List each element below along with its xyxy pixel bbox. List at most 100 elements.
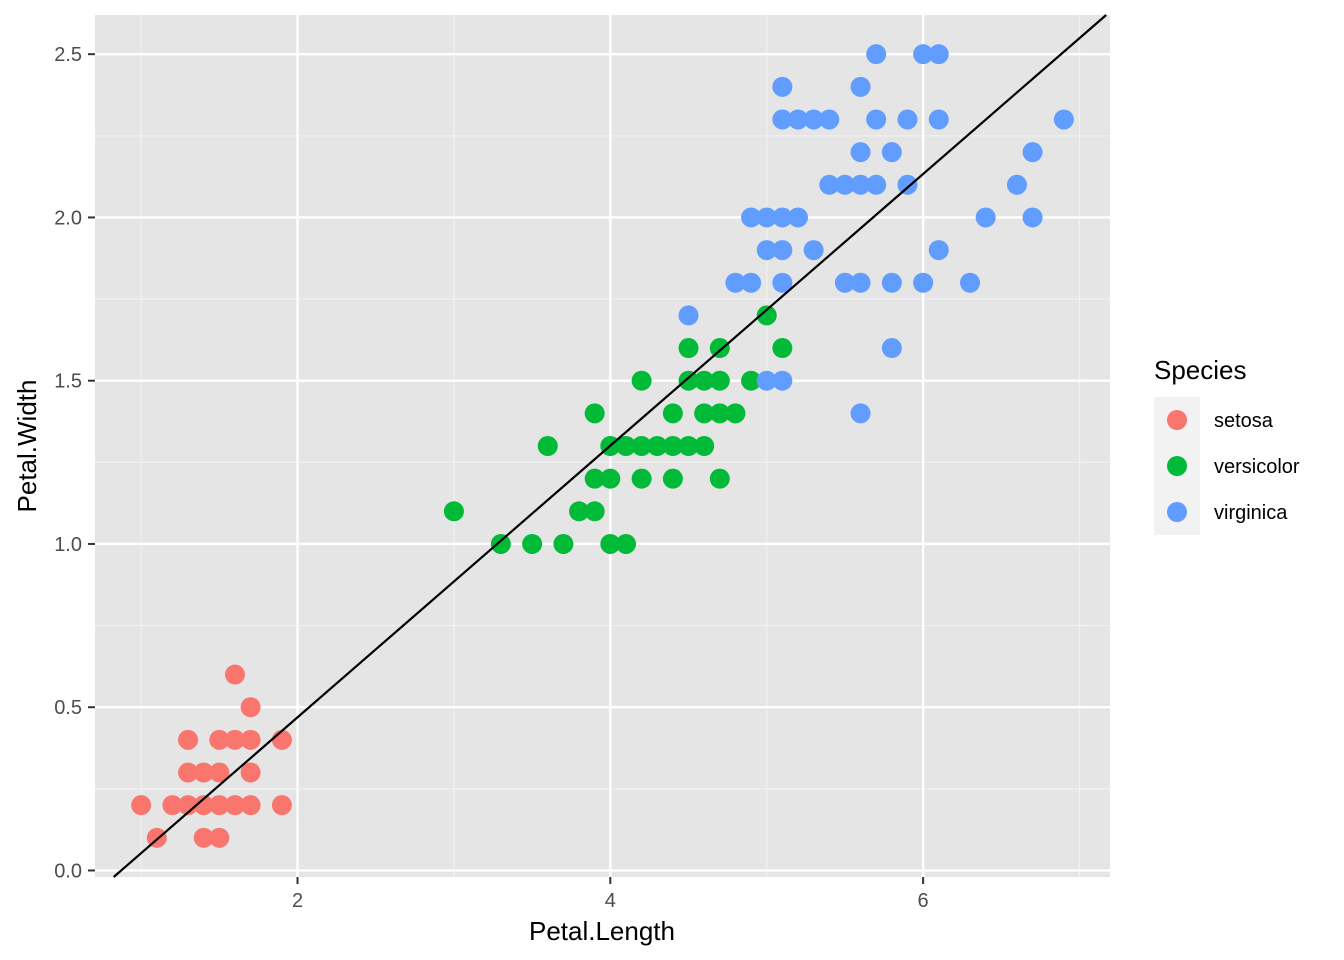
data-point-setosa — [193, 795, 214, 816]
data-point-virginica — [850, 272, 871, 293]
data-point-virginica — [725, 272, 746, 293]
grid-minor — [95, 15, 1110, 877]
data-point-virginica — [897, 109, 918, 130]
y-tick-label: 2.0 — [54, 207, 82, 229]
data-point-versicolor — [647, 436, 668, 456]
data-point-virginica — [741, 272, 762, 293]
data-point-versicolor — [443, 501, 464, 522]
data-point-virginica — [913, 44, 934, 65]
data-point-virginica — [897, 174, 918, 195]
data-point-setosa — [271, 729, 292, 750]
data-point-versicolor — [694, 370, 715, 391]
data-point-setosa — [224, 795, 245, 816]
y-axis-title: Petal.Width — [12, 380, 42, 513]
data-point-versicolor — [615, 533, 636, 554]
data-point-versicolor — [537, 436, 558, 456]
legend: Species setosa versicolor virginica — [1154, 355, 1300, 535]
data-point-setosa — [240, 729, 261, 750]
data-point-virginica — [850, 76, 871, 97]
data-point-setosa — [240, 795, 261, 816]
data-point-virginica — [975, 207, 996, 228]
data-point-virginica — [834, 272, 855, 293]
data-point-setosa — [271, 795, 292, 816]
y-tick-label: 2.5 — [54, 44, 82, 66]
x-tick-label: 4 — [605, 890, 616, 912]
data-point-virginica — [772, 272, 793, 293]
data-point-versicolor — [772, 338, 793, 359]
legend-label-setosa: setosa — [1214, 410, 1274, 432]
data-point-setosa — [209, 729, 230, 750]
data-point-virginica — [850, 142, 871, 163]
data-point-setosa — [131, 795, 152, 816]
data-point-versicolor — [490, 533, 511, 554]
data-point-virginica — [928, 44, 949, 65]
data-point-versicolor — [522, 533, 543, 554]
data-point-virginica — [741, 207, 762, 228]
y-tick-label: 1.5 — [54, 371, 82, 393]
data-point-setosa — [178, 795, 199, 816]
data-point-versicolor — [741, 370, 762, 391]
y-tick-label: 0.0 — [54, 860, 82, 882]
y-axis: 0.0 0.5 1.0 1.5 2.0 2.5 — [54, 44, 95, 882]
legend-title: Species — [1154, 355, 1247, 385]
data-point-versicolor — [662, 468, 683, 489]
legend-key-versicolor — [1167, 456, 1187, 476]
data-point-virginica — [819, 174, 840, 195]
data-point-virginica — [772, 370, 793, 391]
legend-key-virginica — [1167, 502, 1187, 522]
data-point-versicolor — [584, 468, 605, 489]
data-point-virginica — [772, 207, 793, 228]
y-tick-label: 1.0 — [54, 534, 82, 556]
data-point-versicolor — [600, 468, 621, 489]
data-point-virginica — [756, 240, 777, 261]
data-point-versicolor — [553, 533, 574, 554]
x-axis-title: Petal.Length — [529, 916, 675, 946]
data-point-virginica — [881, 142, 902, 163]
data-point-versicolor — [725, 403, 746, 424]
data-point-virginica — [1022, 142, 1043, 163]
legend-label-virginica: virginica — [1214, 502, 1288, 524]
data-point-setosa — [193, 762, 214, 783]
data-point-versicolor — [600, 533, 621, 554]
data-point-virginica — [772, 76, 793, 97]
data-point-virginica — [756, 370, 777, 391]
data-point-virginica — [881, 338, 902, 359]
data-point-virginica — [1022, 207, 1043, 228]
data-point-virginica — [866, 109, 887, 130]
data-point-setosa — [178, 729, 199, 750]
data-point-virginica — [1006, 174, 1027, 195]
data-point-setosa — [240, 762, 261, 783]
data-point-setosa — [240, 697, 261, 718]
data-point-versicolor — [662, 436, 683, 456]
data-point-versicolor — [709, 468, 730, 489]
data-point-setosa — [224, 729, 245, 750]
data-point-versicolor — [631, 370, 652, 391]
data-point-virginica — [678, 305, 699, 326]
data-point-virginica — [850, 174, 871, 195]
data-point-versicolor — [678, 338, 699, 359]
data-point-versicolor — [662, 403, 683, 424]
data-point-setosa — [224, 664, 245, 685]
data-point-setosa — [178, 762, 199, 783]
data-point-setosa — [193, 827, 214, 848]
x-tick-label: 2 — [292, 890, 303, 912]
data-point-versicolor — [678, 436, 699, 456]
data-point-virginica — [803, 240, 824, 261]
y-tick-label: 0.5 — [54, 697, 82, 719]
data-point-setosa — [209, 762, 230, 783]
data-point-versicolor — [678, 370, 699, 391]
data-point-virginica — [1053, 109, 1074, 130]
data-point-setosa — [162, 795, 183, 816]
data-point-versicolor — [709, 370, 730, 391]
data-point-virginica — [866, 44, 887, 65]
legend-key-setosa — [1167, 410, 1187, 430]
data-point-virginica — [928, 240, 949, 261]
data-point-virginica — [772, 240, 793, 261]
data-point-virginica — [772, 109, 793, 130]
data-point-versicolor — [694, 436, 715, 456]
data-point-virginica — [866, 174, 887, 195]
data-point-virginica — [803, 109, 824, 130]
legend-label-versicolor: versicolor — [1214, 456, 1300, 478]
fit-line — [112, 14, 1107, 878]
